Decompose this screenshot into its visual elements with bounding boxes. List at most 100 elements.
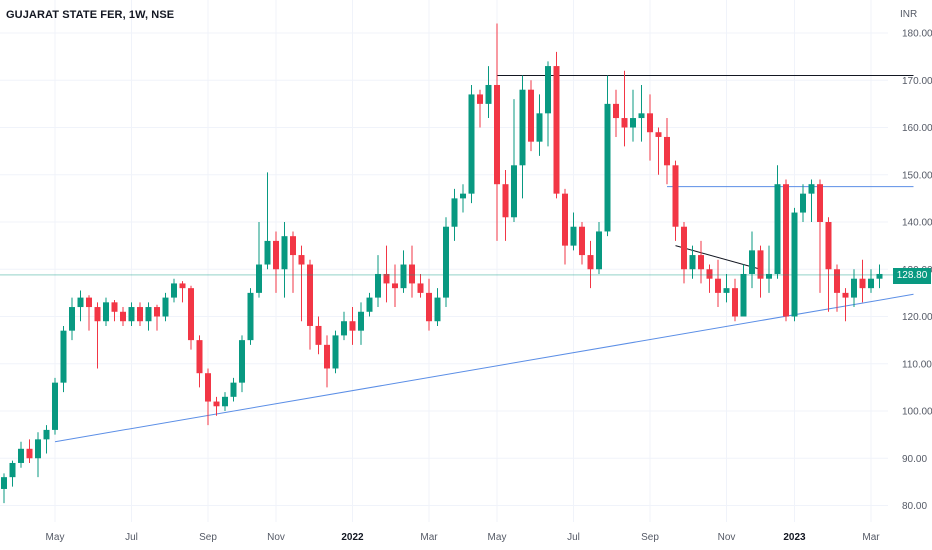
candle <box>774 165 781 279</box>
candle <box>851 269 857 308</box>
candle-body <box>409 264 415 284</box>
candle <box>77 290 84 322</box>
candle-body <box>851 278 857 298</box>
candle-body <box>307 264 313 326</box>
candle <box>332 330 339 374</box>
candle-body <box>613 103 619 119</box>
candle <box>111 299 118 322</box>
candle <box>205 368 211 426</box>
candle <box>196 335 203 388</box>
candle-body <box>18 448 24 463</box>
candle-body <box>162 297 169 317</box>
candle <box>783 179 789 322</box>
candle-body <box>434 297 441 322</box>
x-tick-label: Mar <box>420 532 438 543</box>
candle-body <box>485 84 492 104</box>
candle <box>426 278 432 331</box>
candle-body <box>86 297 92 308</box>
candle <box>247 288 254 345</box>
candle-body <box>77 297 84 308</box>
candle-body <box>188 288 194 341</box>
candle <box>222 392 228 411</box>
candle-body <box>171 283 177 298</box>
rising-support-line[interactable] <box>54 293 914 443</box>
candle-body <box>298 255 305 265</box>
short-down-line[interactable] <box>675 245 761 270</box>
candle <box>519 75 526 199</box>
candle-body <box>859 278 866 289</box>
candle <box>621 70 628 147</box>
candle <box>723 273 730 303</box>
candle <box>800 184 806 222</box>
candle-body <box>1 477 7 489</box>
candle-body <box>9 462 16 478</box>
y-tick-label: 160.00 <box>902 123 932 134</box>
candle <box>485 66 492 119</box>
candle <box>706 264 713 293</box>
candle-body <box>273 240 279 270</box>
candle <box>468 84 475 204</box>
candle <box>273 231 279 293</box>
candle-body <box>230 382 237 397</box>
candle <box>630 89 636 142</box>
candle <box>137 302 143 326</box>
candle-body <box>621 118 628 128</box>
candle <box>324 335 330 388</box>
candle <box>315 316 322 355</box>
y-tick-label: 80.00 <box>902 501 927 512</box>
candle-body <box>868 278 874 289</box>
y-tick-label: 140.00 <box>902 218 932 229</box>
candle-body <box>324 344 330 369</box>
candle <box>545 61 551 147</box>
candle-body <box>383 273 390 284</box>
candle-body <box>468 94 475 194</box>
candle <box>103 297 109 326</box>
candle-body <box>596 231 602 270</box>
candle <box>859 259 866 303</box>
candle <box>400 250 407 293</box>
candle <box>494 23 500 241</box>
candle-body <box>664 136 670 166</box>
candle-body <box>519 89 526 166</box>
candle <box>128 302 135 326</box>
candle-body <box>783 184 789 317</box>
x-tick-label: 2023 <box>783 532 806 543</box>
trendlines[interactable] <box>54 75 914 443</box>
candle-body <box>392 283 398 289</box>
x-axis: May Jul Sep Nov 2022 Mar May Jul Sep Nov 2023 Mar <box>46 532 881 543</box>
candle <box>341 311 347 341</box>
candle <box>230 377 237 402</box>
candle-body <box>103 302 109 322</box>
candle <box>383 245 390 303</box>
candle <box>298 245 305 322</box>
grid-lines <box>0 0 888 522</box>
candle <box>791 207 798 322</box>
candle <box>256 222 262 298</box>
candle <box>664 118 670 185</box>
candle-body <box>443 226 449 298</box>
candle <box>579 222 585 265</box>
candle <box>613 89 619 137</box>
x-tick-label: Nov <box>267 532 285 543</box>
candle <box>528 80 534 152</box>
candle-body <box>366 297 373 312</box>
candle-body <box>205 373 211 402</box>
candle-body <box>528 89 534 142</box>
candle <box>1 473 7 504</box>
candle-body <box>808 184 815 194</box>
x-tick-label: Mar <box>862 532 880 543</box>
candle-body <box>834 269 840 293</box>
candle-body <box>35 439 41 459</box>
candle-body <box>511 165 517 218</box>
candle <box>358 302 364 345</box>
candle-body <box>672 165 679 227</box>
candle <box>9 460 16 487</box>
y-tick-label: 120.00 <box>902 312 932 323</box>
chart-title: GUJARAT STATE FER, 1W, NSE <box>6 9 175 21</box>
candle-body <box>69 307 75 331</box>
candle-body <box>120 311 126 322</box>
candle <box>536 94 543 156</box>
candle <box>868 269 874 293</box>
candle <box>290 231 296 293</box>
